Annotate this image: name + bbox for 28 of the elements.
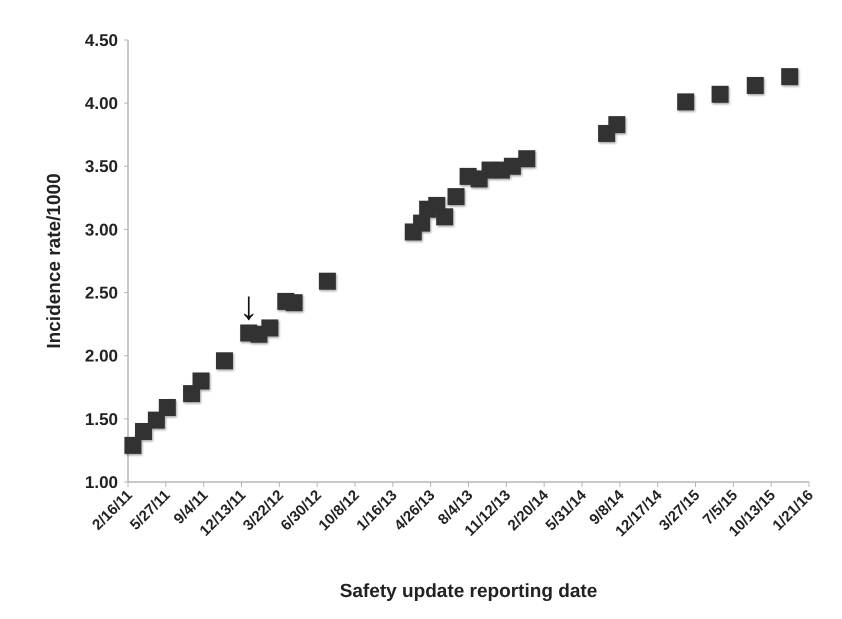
- y-tick-label: 1.00: [84, 472, 118, 492]
- point: [216, 352, 233, 370]
- y-tick-label: 4.50: [84, 30, 118, 50]
- point: [518, 150, 536, 168]
- y-tick-label: 2.50: [84, 284, 118, 303]
- point: [158, 398, 176, 416]
- point: [192, 372, 210, 390]
- y-tick-label: 3.00: [84, 220, 118, 240]
- point: [712, 86, 729, 103]
- point: [124, 436, 142, 454]
- point: [746, 76, 764, 94]
- y-tick-label: 2.00: [84, 346, 118, 366]
- y-axis-title: Incidence rate/1000: [44, 173, 65, 349]
- x-axis-title: Safety update reporting date: [340, 581, 598, 602]
- point: [286, 294, 303, 312]
- y-tick-label: 3.50: [84, 157, 118, 176]
- y-tick-label: 1.50: [84, 410, 118, 429]
- point: [436, 208, 454, 226]
- annotation: ↓: [238, 284, 259, 328]
- point: [261, 319, 278, 336]
- point: [608, 116, 626, 134]
- point: [135, 422, 152, 440]
- point: [781, 68, 798, 86]
- point: [148, 412, 165, 429]
- point: [677, 93, 694, 110]
- y-tick-label: 4.00: [84, 94, 118, 114]
- point: [448, 188, 465, 206]
- point: [318, 272, 336, 290]
